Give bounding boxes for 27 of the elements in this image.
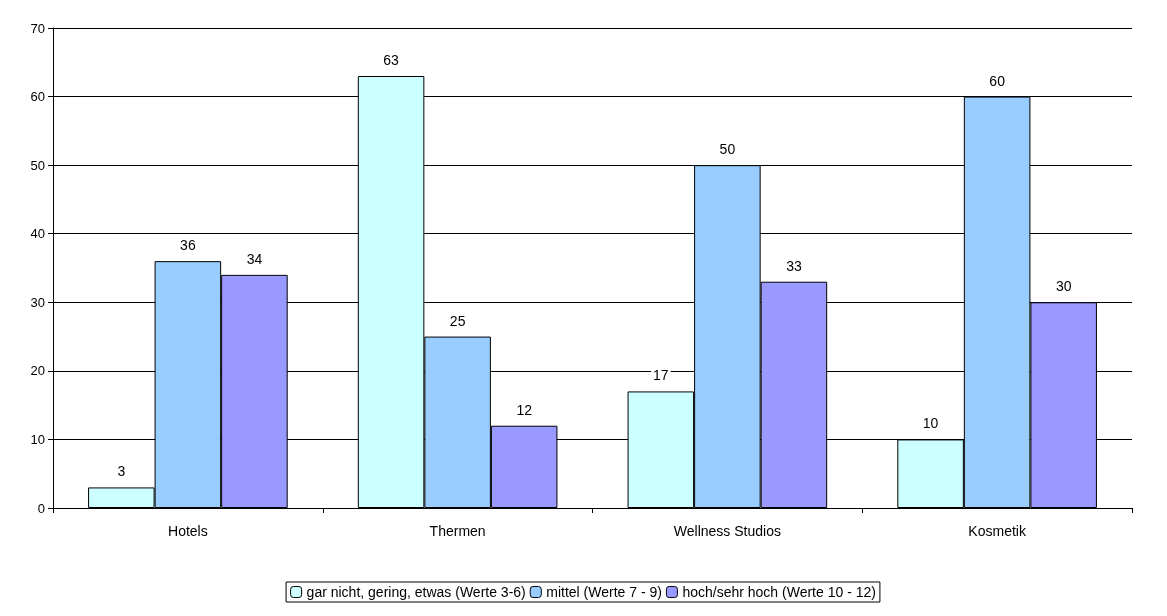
y-tick-label: 20 [30, 363, 45, 379]
data-label: 60 [989, 72, 1006, 89]
data-label: 63 [383, 52, 400, 68]
data-label: 10 [922, 415, 939, 432]
data-label: 50 [719, 141, 736, 158]
data-label: 30 [1055, 278, 1072, 295]
legend-label: hoch/sehr hoch (Werte 10 - 12) [682, 584, 876, 600]
data-label: 25 [449, 312, 466, 329]
data-label: 36 [180, 237, 196, 254]
y-tick-label: 50 [30, 157, 45, 173]
data-label: 17 [653, 367, 669, 384]
y-tick-label: 10 [30, 431, 45, 447]
data-label: 12 [516, 401, 533, 418]
x-tick-label: Hotels [168, 523, 208, 539]
legend-label: gar nicht, gering, etwas (Werte 3-6) [306, 584, 526, 600]
y-tick-label: 70 [30, 20, 45, 36]
y-tick-label: 30 [30, 294, 45, 310]
y-tick-label: 0 [37, 500, 45, 516]
data-label: 33 [786, 257, 802, 274]
data-label: 3 [117, 463, 126, 480]
x-tick-label: Wellness Studios [673, 523, 781, 539]
x-tick-label: Thermen [429, 523, 486, 539]
data-label: 34 [246, 250, 263, 267]
legend-label: mittel (Werte 7 - 9) [546, 584, 662, 600]
y-tick-label: 40 [30, 226, 45, 242]
x-tick-label: Kosmetik [968, 523, 1027, 539]
y-tick-label: 60 [30, 89, 45, 105]
